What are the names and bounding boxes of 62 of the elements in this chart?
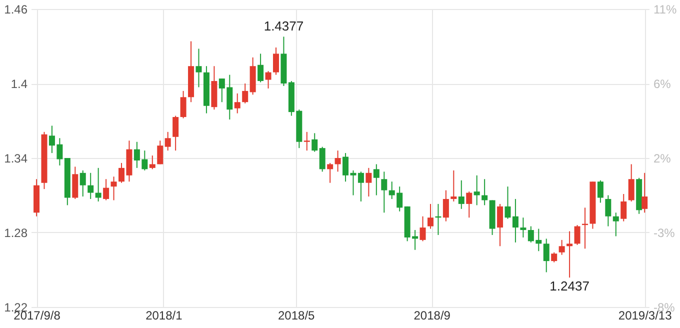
candlestick (512, 198, 518, 243)
candlestick (566, 230, 573, 278)
candlestick (381, 171, 388, 214)
candlestick (628, 164, 634, 202)
candlestick (504, 186, 511, 220)
candlestick (458, 180, 464, 210)
y-tick-label: 1.28 (4, 226, 28, 240)
candlestick (180, 90, 186, 119)
candlestick (334, 150, 341, 172)
candlestick (196, 48, 202, 88)
y2-tick-label: 11% (654, 2, 677, 16)
candlestick (612, 212, 619, 237)
candlestick (474, 174, 480, 206)
x-tick-label: 2018/5 (278, 308, 316, 322)
candlestick (366, 167, 372, 197)
x-tick-label: 2018/1 (146, 308, 183, 322)
candlestick (373, 164, 380, 196)
y2-tick-label: 2% (654, 151, 672, 166)
candlestick (80, 170, 86, 197)
candlestick (327, 162, 334, 184)
y-tick-label: 1.34 (4, 152, 28, 166)
candlestick (520, 217, 526, 238)
candlestick (442, 190, 449, 222)
candlestick (265, 70, 272, 89)
candlestick (95, 167, 102, 202)
y2-tick-label: 6% (654, 77, 672, 92)
candlestick (574, 224, 580, 246)
candlestick (242, 83, 248, 104)
candlestick (420, 216, 426, 242)
candlestick (72, 166, 78, 200)
y-tick-label: 1.4 (10, 77, 28, 91)
candlestick (258, 53, 264, 83)
candlestick (103, 178, 110, 201)
candlestick (605, 194, 612, 227)
annotation: 1.2437 (550, 278, 590, 294)
candlestick (234, 92, 240, 114)
candlestick (427, 203, 434, 230)
candlestick (172, 115, 179, 152)
candlestick (164, 131, 171, 152)
candlestick (551, 252, 558, 263)
candlestick (149, 155, 156, 170)
y2-tick-label: -3% (654, 226, 676, 240)
candlestick (620, 194, 627, 222)
candlestick (450, 170, 457, 202)
candlestick (597, 180, 604, 204)
candlestick (482, 178, 488, 206)
x-tick-label: 2018/9 (414, 308, 451, 322)
candlestick (358, 171, 364, 202)
candlestick (558, 239, 565, 256)
candlestick (319, 146, 326, 172)
candlestick (543, 238, 550, 273)
candlestick (642, 172, 648, 214)
candlestick (272, 46, 279, 76)
candlestick (88, 172, 94, 200)
candlestick (312, 132, 318, 152)
candlestick (157, 140, 164, 165)
candlestick (304, 131, 310, 152)
candlestick (497, 203, 504, 247)
y-tick-label: 1.46 (4, 2, 28, 16)
candlestick (466, 191, 472, 218)
candlestick (110, 176, 117, 201)
annotation: 1.4377 (264, 18, 304, 34)
